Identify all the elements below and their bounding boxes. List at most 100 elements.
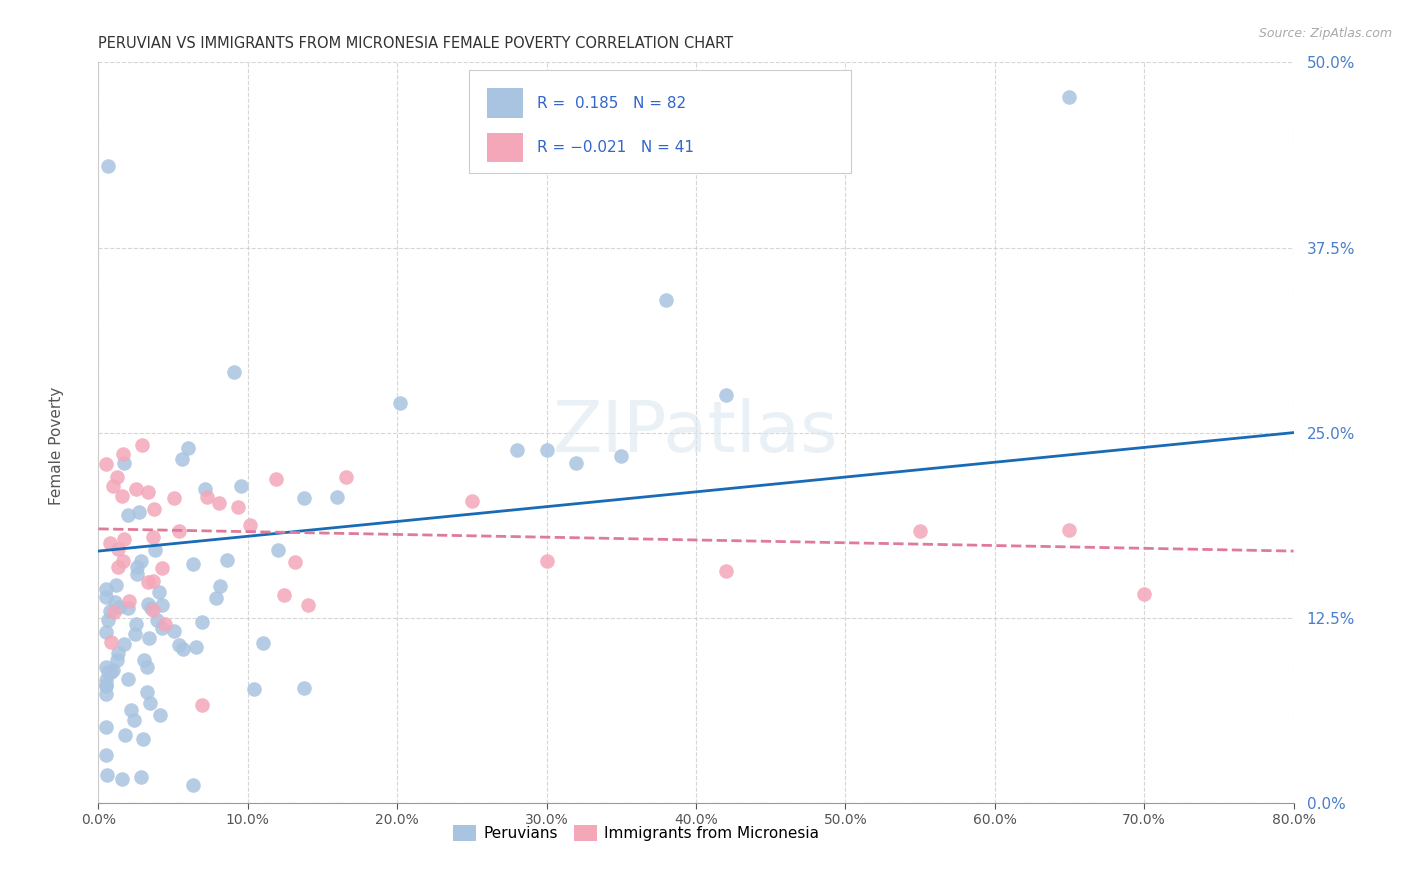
Point	[217, 553, 239, 567]
Point	[94, 624, 117, 639]
Point	[107, 646, 129, 660]
Point	[194, 483, 217, 497]
Point	[125, 482, 148, 496]
Point	[97, 159, 120, 173]
Point	[94, 582, 117, 596]
Point	[195, 490, 218, 504]
Point	[146, 613, 169, 627]
Point	[264, 472, 287, 486]
Point	[150, 621, 173, 635]
Point	[107, 560, 129, 574]
Point	[112, 637, 135, 651]
Point	[135, 684, 157, 698]
Point	[229, 478, 252, 492]
Point	[117, 672, 139, 686]
Point	[107, 542, 129, 557]
Point	[167, 638, 190, 652]
Point	[94, 720, 117, 734]
Point	[242, 681, 264, 696]
Point	[148, 584, 170, 599]
Point	[120, 703, 142, 717]
Point	[94, 590, 117, 604]
Point	[172, 452, 194, 467]
Point	[163, 624, 186, 639]
Point	[326, 491, 349, 505]
Point	[226, 500, 249, 514]
Point	[506, 442, 529, 457]
FancyBboxPatch shape	[486, 133, 523, 162]
Point	[125, 566, 148, 581]
Point	[150, 561, 173, 575]
Point	[177, 441, 200, 455]
Point	[208, 496, 231, 510]
Point	[565, 457, 588, 471]
Point	[191, 615, 214, 630]
Point	[132, 653, 155, 667]
Point	[105, 470, 128, 484]
Point	[138, 631, 160, 645]
FancyBboxPatch shape	[470, 70, 852, 173]
Text: ZIPatlas: ZIPatlas	[553, 398, 839, 467]
Point	[150, 598, 173, 612]
Point	[139, 696, 162, 710]
Point	[461, 494, 484, 508]
Point	[222, 365, 245, 379]
Point	[163, 491, 186, 506]
Point	[98, 535, 121, 549]
Point	[94, 673, 117, 688]
Text: Source: ZipAtlas.com: Source: ZipAtlas.com	[1258, 27, 1392, 40]
Point	[149, 708, 172, 723]
Point	[136, 484, 159, 499]
Point	[131, 438, 153, 452]
Point	[153, 616, 176, 631]
Point	[94, 687, 117, 701]
Point	[239, 518, 262, 533]
Point	[252, 636, 274, 650]
Point	[335, 470, 357, 484]
Point	[191, 698, 214, 713]
Point	[100, 635, 122, 649]
Point	[181, 778, 204, 792]
Point	[129, 770, 152, 784]
Point	[292, 491, 315, 505]
Point	[112, 554, 135, 568]
Point	[122, 713, 145, 727]
Point	[97, 613, 120, 627]
Point	[167, 524, 190, 539]
Point	[112, 532, 135, 546]
Point	[104, 595, 127, 609]
Point	[714, 564, 737, 578]
Point	[267, 543, 290, 558]
Point	[142, 574, 165, 588]
Point	[536, 554, 558, 568]
Text: R = −0.021   N = 41: R = −0.021 N = 41	[537, 140, 695, 155]
Point	[136, 660, 159, 674]
Point	[94, 659, 117, 673]
Point	[103, 605, 125, 619]
Point	[389, 396, 412, 410]
Point	[129, 554, 152, 568]
Point	[172, 642, 194, 657]
Point	[124, 627, 146, 641]
Point	[292, 681, 315, 695]
Point	[297, 598, 319, 612]
Point	[112, 456, 135, 470]
Point	[117, 508, 139, 523]
Point	[284, 556, 307, 570]
Point	[536, 443, 558, 458]
Point	[714, 388, 737, 402]
Text: Female Poverty: Female Poverty	[49, 387, 63, 505]
Point	[132, 731, 155, 746]
Point	[117, 601, 139, 615]
Text: R =  0.185   N = 82: R = 0.185 N = 82	[537, 95, 686, 111]
Point	[94, 747, 117, 762]
Point	[100, 665, 122, 679]
Text: PERUVIAN VS IMMIGRANTS FROM MICRONESIA FEMALE POVERTY CORRELATION CHART: PERUVIAN VS IMMIGRANTS FROM MICRONESIA F…	[98, 36, 734, 51]
Point	[205, 591, 228, 606]
Point	[208, 579, 231, 593]
Point	[101, 479, 124, 493]
Point	[143, 501, 166, 516]
Point	[97, 665, 120, 680]
Point	[96, 767, 118, 781]
Point	[94, 457, 117, 471]
